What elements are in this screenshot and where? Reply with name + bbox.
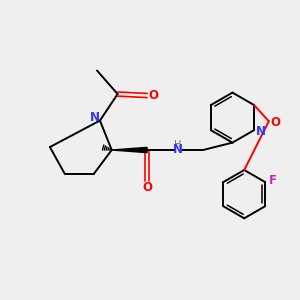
Text: F: F	[268, 174, 277, 187]
Text: O: O	[148, 89, 158, 102]
Text: N: N	[172, 143, 182, 157]
Text: H: H	[174, 140, 181, 150]
Text: O: O	[270, 116, 280, 129]
Polygon shape	[112, 147, 147, 153]
Text: N: N	[256, 125, 266, 138]
Text: N: N	[90, 110, 100, 124]
Text: O: O	[142, 181, 152, 194]
